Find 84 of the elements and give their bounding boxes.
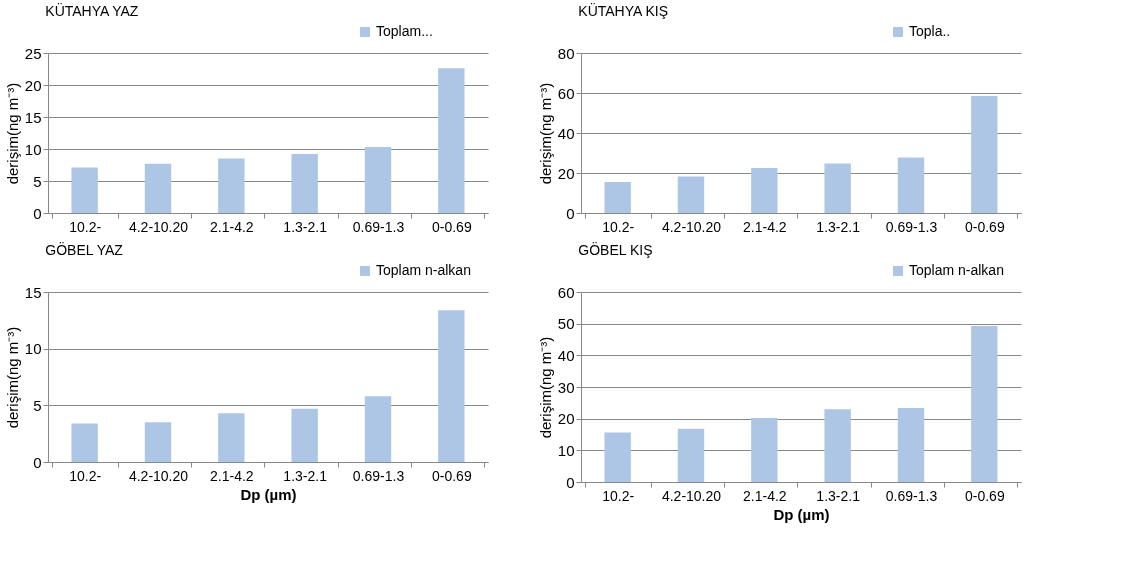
y-tick-label: 30: [557, 378, 575, 396]
y-tick-label: 20: [557, 164, 575, 182]
bar: [751, 418, 778, 482]
y-tick-label: 5: [33, 396, 42, 414]
chart-title: GÖBEL YAZ: [45, 241, 124, 258]
x-tick-label: 4.2-10.20: [661, 218, 722, 235]
x-tick-label: 4.2-10.20: [128, 218, 189, 235]
y-tick-label: 15: [24, 283, 42, 301]
y-axis-title: derişim(ng m⁻³): [3, 326, 21, 429]
y-tick-label: 10: [24, 140, 42, 158]
bar: [144, 163, 172, 213]
legend-label: Topla..: [909, 23, 951, 39]
bar: [71, 423, 98, 462]
chart-title: GÖBEL KIŞ: [578, 241, 653, 258]
legend-label: Toplam...: [376, 23, 433, 39]
bar: [438, 68, 465, 213]
bar: [144, 422, 172, 462]
y-tick-label: 0: [566, 204, 575, 222]
y-tick-label: 10: [557, 441, 575, 459]
x-tick-label: 0-0.69: [964, 487, 1005, 504]
chart-title: KÜTAHYA KIŞ: [578, 2, 669, 19]
bar: [604, 182, 631, 213]
y-tick-label: 0: [566, 473, 575, 491]
bar: [677, 176, 705, 213]
bar: [677, 428, 705, 482]
y-tick-label: 40: [557, 346, 575, 364]
x-tick-label: 4.2-10.20: [128, 467, 189, 484]
x-tick-label: 1.3-2.1: [283, 218, 328, 235]
x-tick-label: 0.69-1.3: [352, 467, 405, 484]
x-tick-label: 10.2-: [69, 218, 102, 235]
bar: [291, 408, 318, 462]
y-tick-label: 60: [557, 283, 575, 301]
x-tick-label: 2.1-4.2: [743, 487, 787, 504]
x-tick-label: 2.1-4.2: [743, 218, 787, 235]
x-tick-label: 0-0.69: [431, 467, 472, 484]
bar: [971, 96, 998, 213]
x-tick-label: 1.3-2.1: [816, 487, 861, 504]
y-tick-label: 5: [33, 172, 42, 190]
x-tick-label: 2.1-4.2: [210, 218, 254, 235]
x-tick-label: 0-0.69: [964, 218, 1005, 235]
x-tick-label: 2.1-4.2: [210, 467, 254, 484]
y-tick-label: 20: [557, 410, 575, 428]
bar: [751, 168, 778, 213]
y-tick-label: 15: [24, 108, 42, 126]
x-tick-label: 0.69-1.3: [352, 218, 405, 235]
y-axis-title: derişim(ng m⁻³): [3, 82, 21, 185]
x-axis-title: Dp (µm): [240, 485, 297, 503]
y-axis-title: derişim(ng m⁻³): [536, 336, 554, 439]
y-tick-label: 10: [24, 340, 42, 358]
y-tick-label: 0: [33, 453, 42, 471]
x-tick-label: 0.69-1.3: [885, 487, 938, 504]
bar: [971, 325, 998, 482]
y-tick-label: 80: [557, 44, 575, 62]
legend-label: Toplam n-alkan: [376, 262, 471, 278]
y-tick-label: 40: [557, 124, 575, 142]
y-tick-label: 25: [24, 44, 42, 62]
bar: [604, 432, 631, 482]
y-tick-label: 50: [557, 315, 575, 333]
y-tick-label: 20: [24, 76, 42, 94]
x-tick-label: 10.2-: [69, 467, 102, 484]
bar: [291, 154, 318, 213]
x-tick-label: 4.2-10.20: [661, 487, 722, 504]
bar: [364, 396, 392, 462]
bar: [218, 158, 245, 213]
x-tick-label: 10.2-: [602, 487, 635, 504]
x-tick-label: 0-0.69: [431, 218, 472, 235]
x-tick-label: 1.3-2.1: [283, 467, 328, 484]
x-tick-label: 1.3-2.1: [816, 218, 861, 235]
x-tick-label: 10.2-: [602, 218, 635, 235]
legend-label: Toplam n-alkan: [909, 262, 1004, 278]
y-tick-label: 60: [557, 84, 575, 102]
bar: [364, 147, 392, 213]
bar: [218, 413, 245, 462]
bar: [897, 157, 925, 213]
y-axis-title: derişim(ng m⁻³): [536, 82, 554, 185]
bar: [897, 407, 925, 482]
x-axis-title: Dp (µm): [773, 505, 830, 523]
bar: [71, 167, 98, 213]
chart-title: KÜTAHYA YAZ: [45, 2, 139, 19]
x-tick-label: 0.69-1.3: [885, 218, 938, 235]
y-tick-label: 0: [33, 204, 42, 222]
bar: [438, 310, 465, 462]
bar: [824, 163, 851, 213]
bar: [824, 409, 851, 482]
